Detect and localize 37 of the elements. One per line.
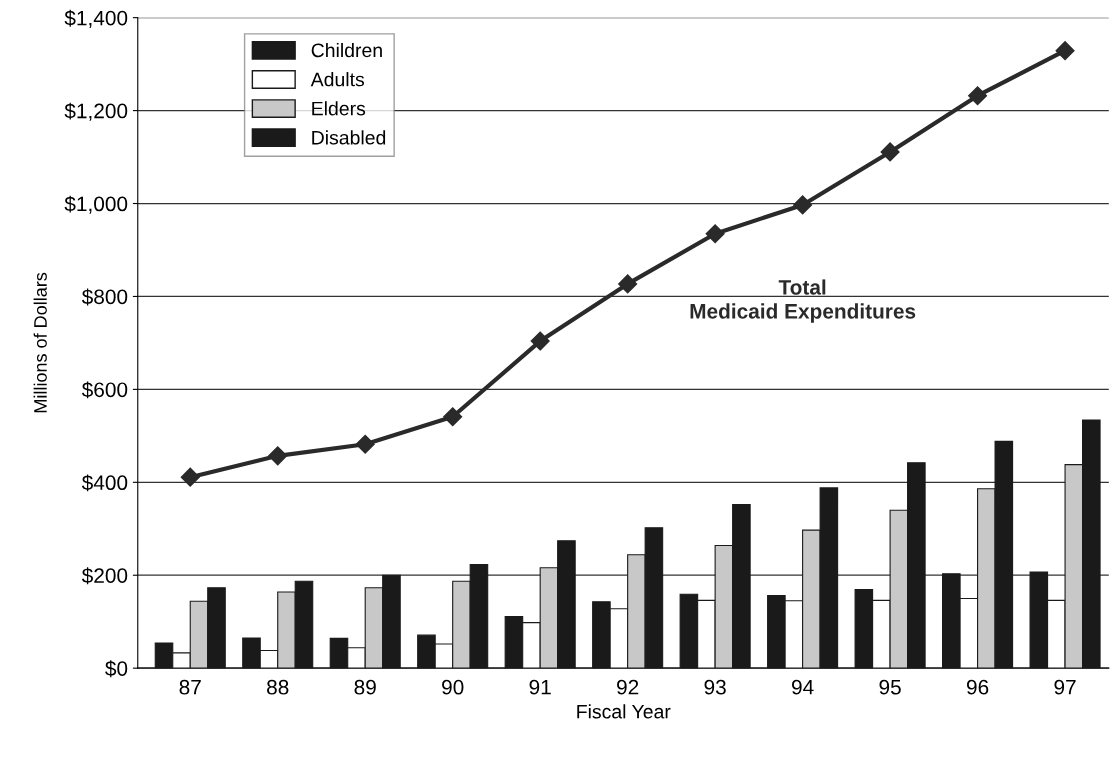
x-tick-label: 91 bbox=[529, 679, 551, 695]
x-tick-label: 87 bbox=[179, 679, 201, 695]
y-tick-label: $200 bbox=[81, 567, 128, 585]
y-tick-label: $1,200 bbox=[64, 102, 128, 121]
x-tick-label: 95 bbox=[879, 679, 901, 695]
point bbox=[705, 224, 725, 244]
point bbox=[1055, 41, 1075, 61]
legend-label: Disabled bbox=[312, 130, 386, 145]
y-tick-label: $1,400 bbox=[64, 9, 128, 28]
point bbox=[618, 274, 638, 294]
point bbox=[355, 434, 375, 454]
y-tick-label: $0 bbox=[105, 660, 128, 678]
point bbox=[268, 446, 288, 466]
y-tick-label: $1,000 bbox=[64, 195, 128, 214]
x-tick-label: 90 bbox=[442, 679, 464, 695]
x-tick-label: 89 bbox=[354, 679, 376, 695]
legend-label: Children bbox=[311, 42, 382, 58]
legend-label: Elders bbox=[312, 101, 366, 116]
series-label: Total Medicaid Expenditures bbox=[690, 279, 916, 323]
y-tick-label: $800 bbox=[81, 288, 128, 306]
x-tick-label: 94 bbox=[792, 679, 814, 695]
point bbox=[180, 467, 200, 487]
point bbox=[793, 195, 813, 215]
x-tick-label: 97 bbox=[1054, 679, 1076, 695]
x-tick-label: 88 bbox=[267, 679, 289, 695]
x-axis-title: Fiscal Year bbox=[577, 704, 671, 719]
point bbox=[530, 331, 550, 351]
point bbox=[880, 142, 900, 162]
y-tick-label: $600 bbox=[81, 381, 128, 399]
x-tick-label: 96 bbox=[966, 679, 989, 695]
x-tick-label: 92 bbox=[617, 679, 639, 695]
x-tick-label: 93 bbox=[704, 679, 726, 695]
y-tick-label: $400 bbox=[81, 474, 128, 492]
legend-label: Adults bbox=[310, 72, 365, 87]
point bbox=[968, 86, 988, 106]
y-axis-title: Millions of Dollars bbox=[33, 272, 47, 413]
point bbox=[443, 407, 463, 427]
